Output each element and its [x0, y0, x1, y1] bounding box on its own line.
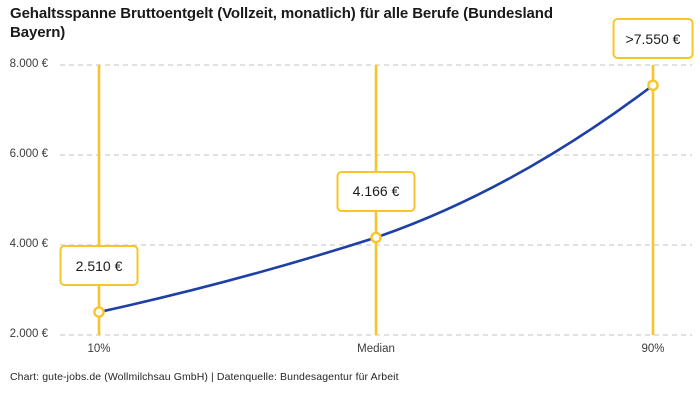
x-axis-label-90pct: 90% — [641, 343, 665, 355]
chart-title-line2: Bayern) — [10, 24, 66, 41]
chart-title: Gehaltsspanne Bruttoentgelt (Vollzeit, m… — [10, 4, 553, 42]
y-axis-tick: 6.000 € — [9, 148, 48, 160]
attribution-text: Chart: gute-jobs.de (Wollmilchsau GmbH) … — [10, 371, 399, 383]
chart-title-line1: Gehaltsspanne Bruttoentgelt (Vollzeit, m… — [10, 5, 553, 22]
x-axis-label-10pct: 10% — [87, 343, 111, 355]
data-point-marker — [647, 79, 659, 92]
data-point-marker — [370, 231, 382, 244]
y-axis-tick: 4.000 € — [9, 238, 48, 250]
data-point-marker — [93, 306, 105, 318]
value-callout-median: 4.166 € — [336, 170, 416, 212]
value-callout-10pct: 2.510 € — [59, 245, 139, 287]
value-callout-90pct: >7.550 € — [612, 18, 694, 60]
y-axis-tick: 8.000 € — [9, 58, 48, 70]
y-axis-tick: 2.000 € — [9, 328, 48, 340]
x-axis-label-median: Median — [357, 343, 395, 355]
